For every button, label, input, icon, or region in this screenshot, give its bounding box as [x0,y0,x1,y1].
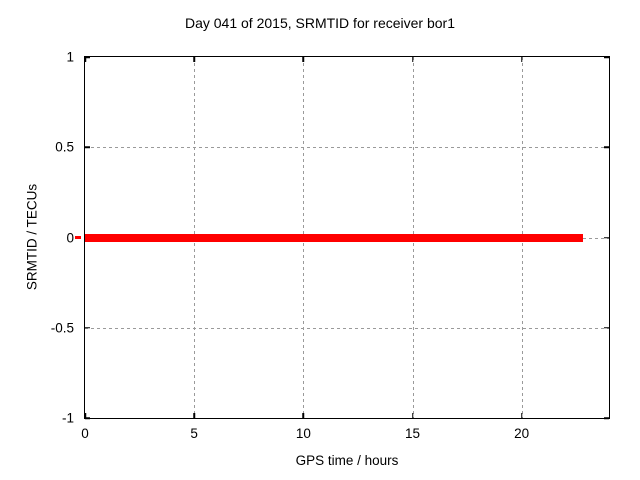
y-tick-mark-right [604,146,609,148]
x-axis-title: GPS time / hours [295,453,399,468]
x-tick-label: 15 [404,426,421,441]
x-tick-mark-top [520,57,523,62]
chart-title: Day 041 of 2015, SRMTID for receiver bor… [184,15,455,31]
x-tick-label: 10 [295,426,311,441]
y-tick-label: 1 [66,49,74,65]
y-tick-mark-right [604,417,609,419]
y-axis-title: SRMTID / TECUs [24,183,40,291]
y-tick-mark-right [604,236,609,239]
x-tick-mark-bottom [302,413,305,418]
y-tick-label: 0 [66,230,74,245]
x-tick-mark-top [193,57,195,62]
y-tick-mark-left [85,56,90,58]
gridline-horizontal [85,327,609,329]
plot-area: 0 5 10 15 20 1 0.5 0 -0.5 -1 [51,50,610,441]
gridline-horizontal [85,147,609,149]
y-tick-mark-left [85,146,90,148]
x-tick-label: 20 [514,426,530,441]
x-tick-mark-bottom [84,413,86,418]
x-tick-label: 0 [81,426,89,441]
y-tick-label: -1 [61,410,74,426]
x-tick-mark-bottom [193,413,195,418]
x-tick-label: 5 [190,426,198,441]
y-tick-mark-right [604,56,609,58]
x-tick-mark-bottom [411,413,414,418]
y-tick-mark-left [85,327,90,329]
y-tick-label: 0.5 [55,139,74,155]
series-line [85,233,583,242]
x-tick-mark-top [411,57,414,62]
y-tick-label: -0.5 [50,320,74,336]
x-tick-mark-top [302,57,305,62]
series-start-cap [75,236,81,239]
y-tick-mark-right [604,327,609,329]
y-tick-mark-left [85,417,90,419]
x-tick-mark-top [84,57,86,62]
x-tick-mark-bottom [520,413,523,418]
